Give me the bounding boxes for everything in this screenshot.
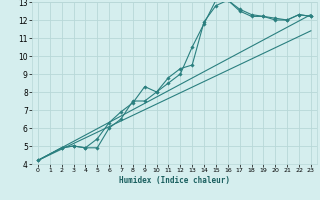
X-axis label: Humidex (Indice chaleur): Humidex (Indice chaleur)	[119, 176, 230, 185]
